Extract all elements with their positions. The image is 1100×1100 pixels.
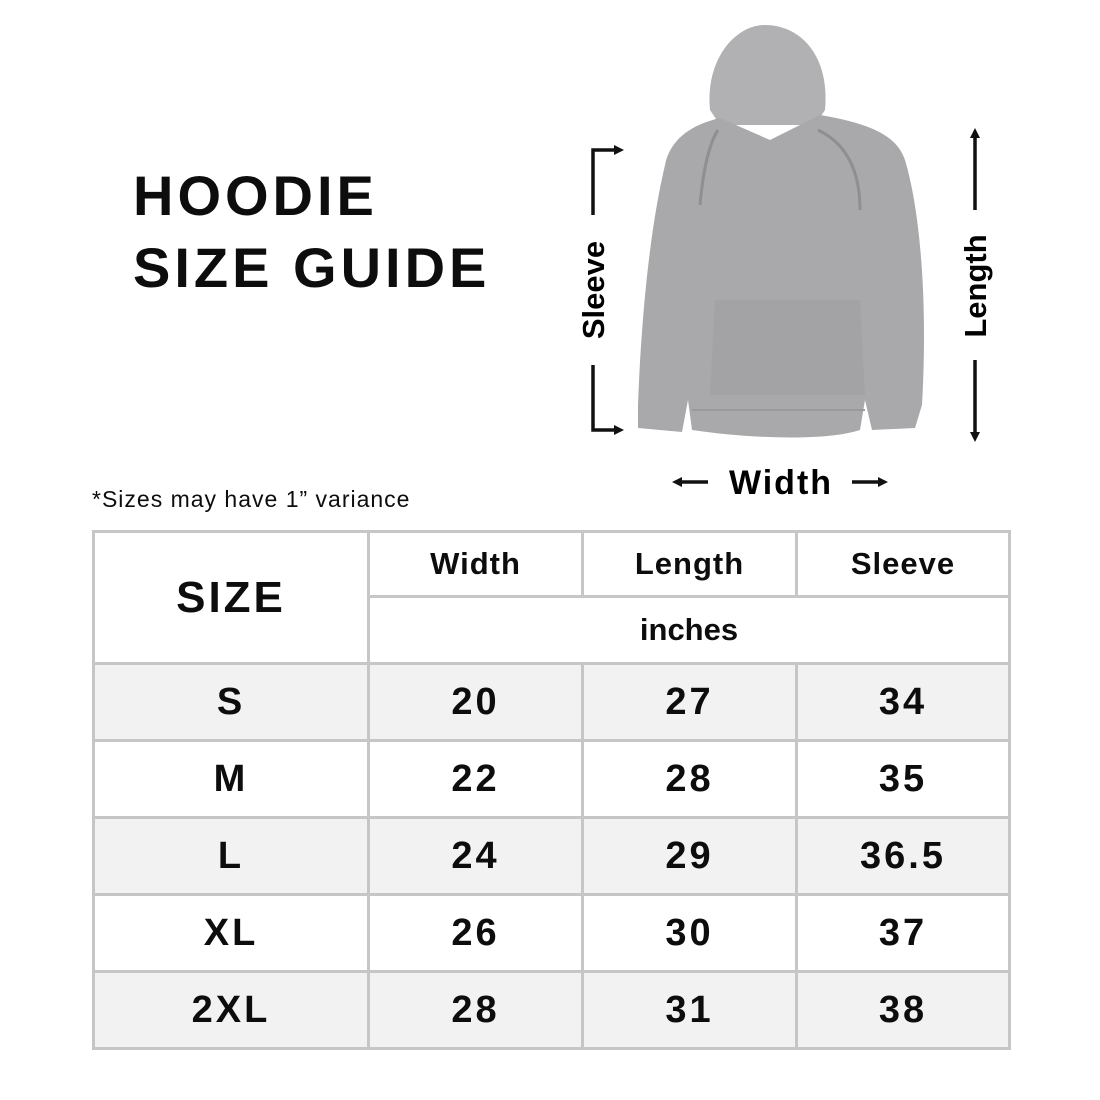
cell-sleeve: 38 xyxy=(795,970,1011,1050)
cell-length: 28 xyxy=(581,739,798,819)
cell-width: 22 xyxy=(367,739,584,819)
cell-size: 2XL xyxy=(92,970,370,1050)
hoodie-diagram: Sleeve Length Width xyxy=(560,0,1020,520)
cell-length: 27 xyxy=(581,662,798,742)
cell-sleeve: 35 xyxy=(795,739,1011,819)
title-line-2: SIZE GUIDE xyxy=(133,236,491,299)
size-header: SIZE xyxy=(92,530,370,665)
hoodie-image xyxy=(638,25,925,438)
column-header-width: Width xyxy=(367,530,584,598)
title-line-1: HOODIE xyxy=(133,164,378,227)
cell-width: 24 xyxy=(367,816,584,896)
table-row: 2XL 28 31 38 xyxy=(92,970,1011,1050)
cell-length: 30 xyxy=(581,893,798,973)
cell-width: 28 xyxy=(367,970,584,1050)
cell-sleeve: 37 xyxy=(795,893,1011,973)
sleeve-arrow-top-icon xyxy=(591,145,624,215)
header-row: SIZE Width Length Sleeve xyxy=(92,530,1011,665)
sleeve-arrow-bottom-icon xyxy=(591,365,624,435)
table-row: XL 26 30 37 xyxy=(92,893,1011,973)
table-row: L 24 29 36.5 xyxy=(92,816,1011,896)
cell-sleeve: 34 xyxy=(795,662,1011,742)
column-header-length: Length xyxy=(581,530,798,598)
unit-row: inches xyxy=(94,595,1011,665)
cell-size: XL xyxy=(92,893,370,973)
column-header-sleeve: Sleeve xyxy=(795,530,1011,598)
sleeve-label: Sleeve xyxy=(576,241,611,339)
size-table: SIZE Width Length Sleeve inches S 20 27 34 M… xyxy=(92,530,1011,1050)
table-row: S 20 27 34 xyxy=(92,662,1011,742)
cell-length: 31 xyxy=(581,970,798,1050)
table-row: M 22 28 35 xyxy=(92,739,1011,819)
length-label: Length xyxy=(958,234,993,337)
cell-sleeve: 36.5 xyxy=(795,816,1011,896)
cell-width: 20 xyxy=(367,662,584,742)
cell-size: M xyxy=(92,739,370,819)
cell-width: 26 xyxy=(367,893,584,973)
page-title: HOODIE SIZE GUIDE xyxy=(133,160,490,304)
unit-label: inches xyxy=(367,595,1011,665)
cell-size: L xyxy=(92,816,370,896)
cell-length: 29 xyxy=(581,816,798,896)
width-label: Width xyxy=(729,464,833,502)
cell-size: S xyxy=(92,662,370,742)
variance-note: *Sizes may have 1” variance xyxy=(92,486,411,512)
